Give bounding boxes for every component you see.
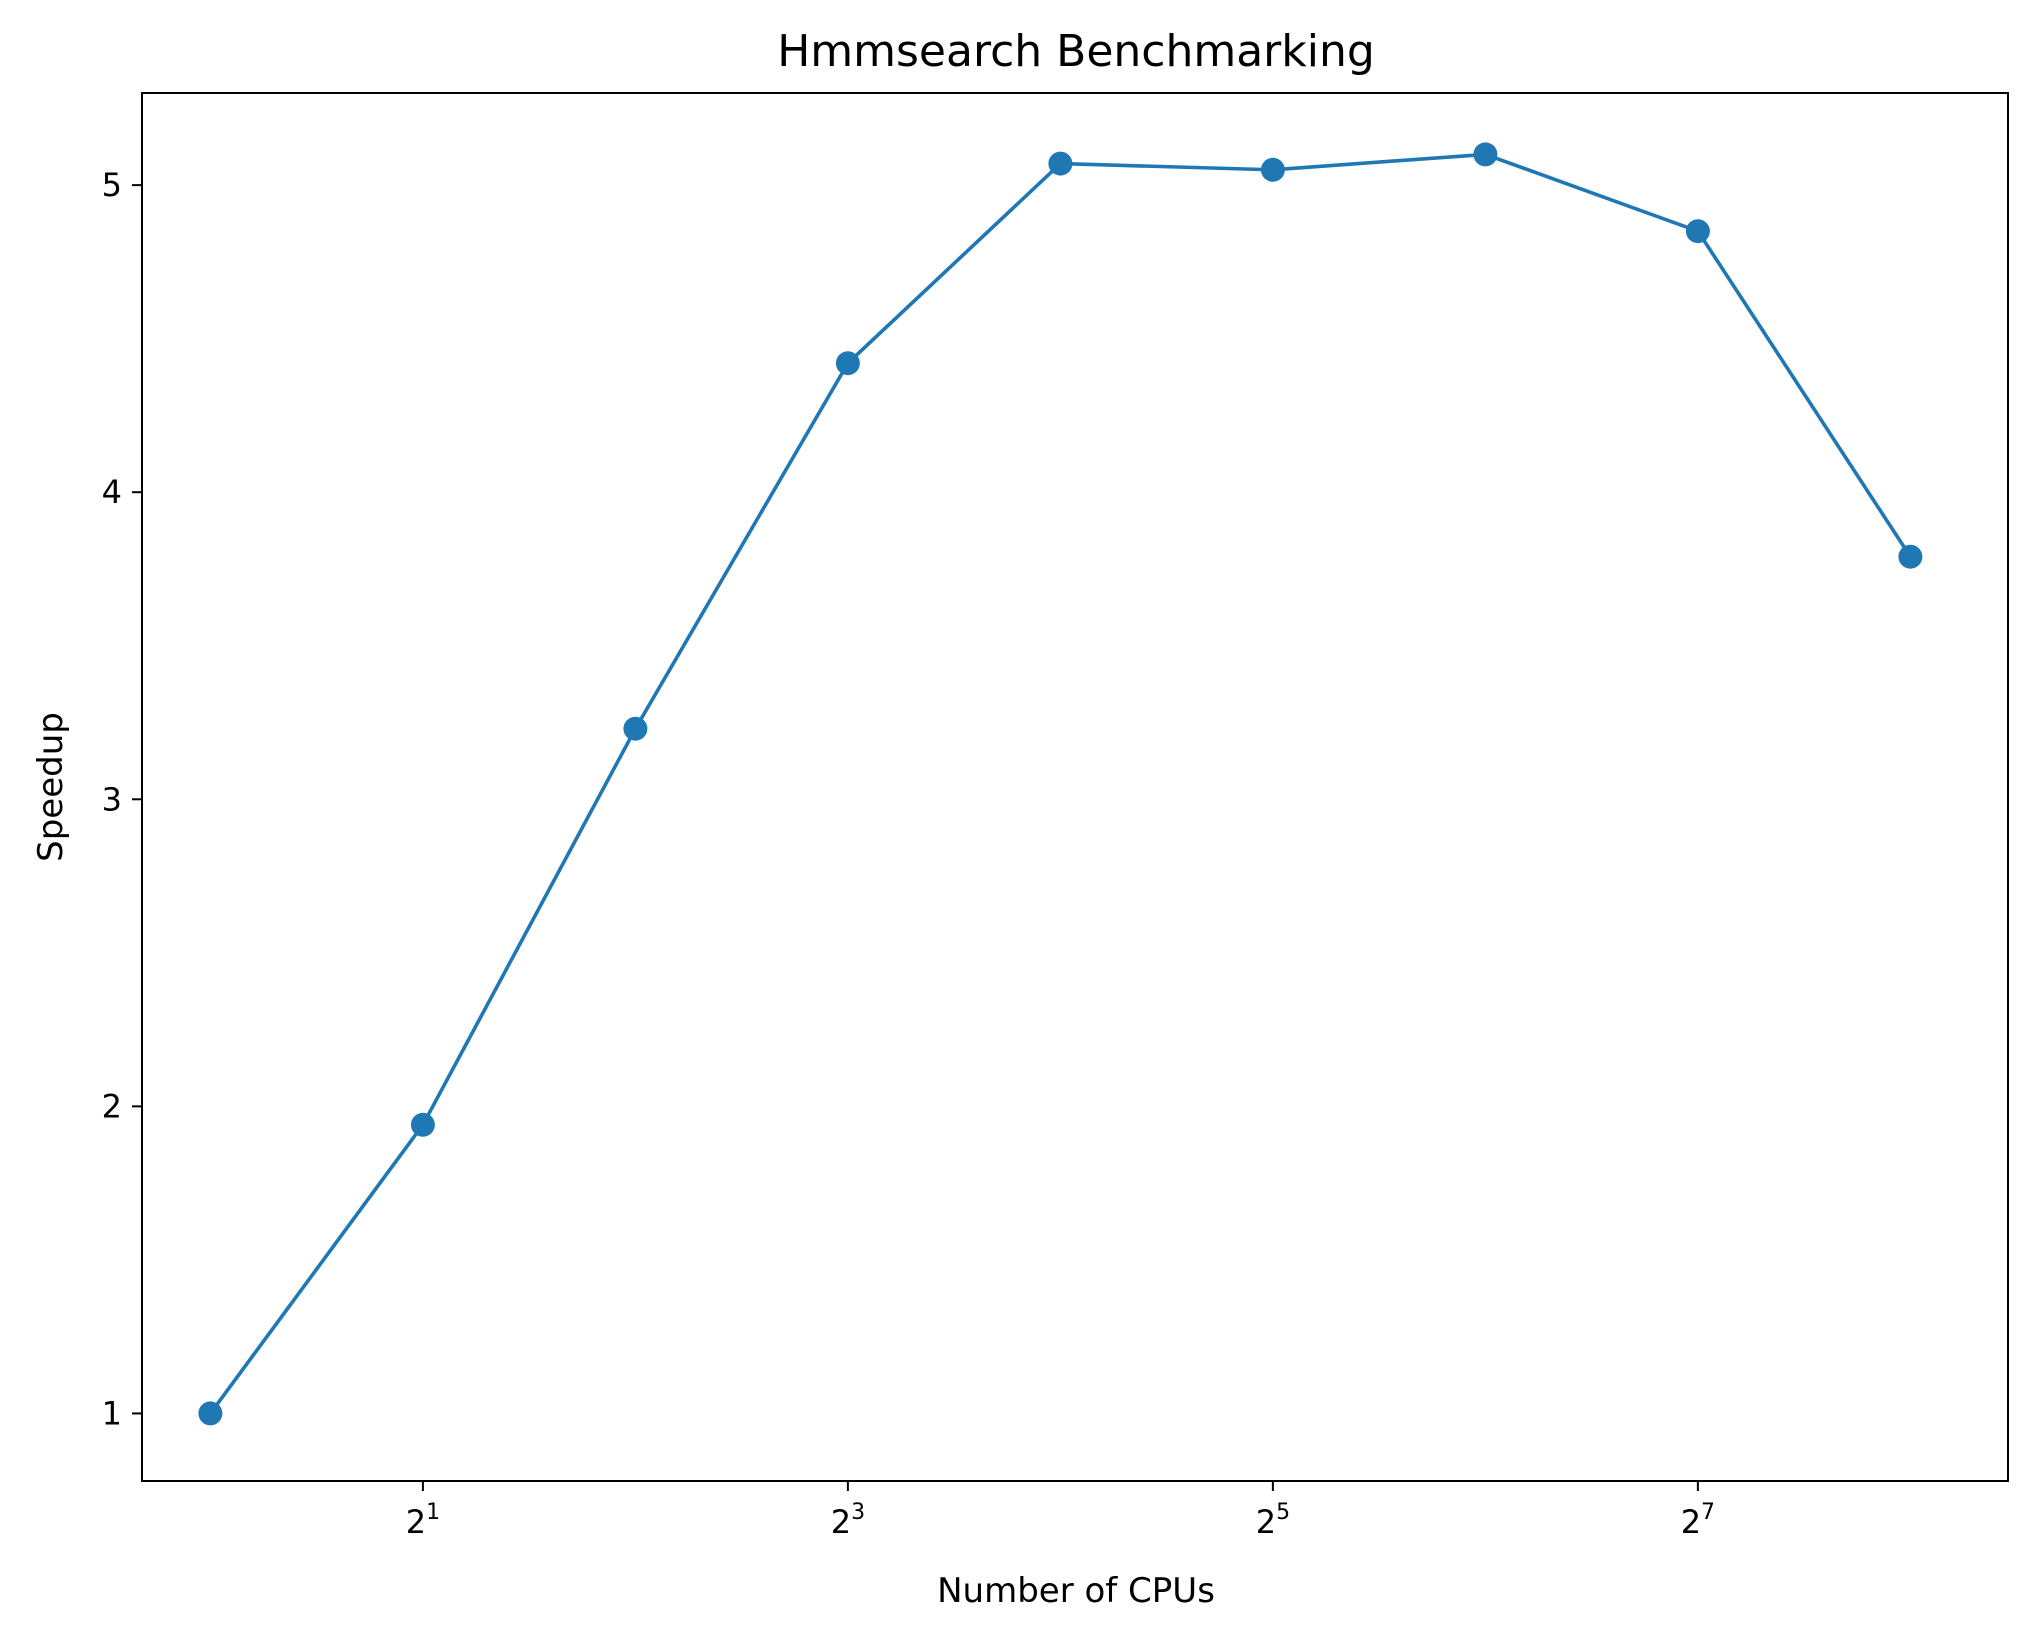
x-axis-label: Number of CPUs (937, 1571, 1215, 1611)
x-tick-base: 2 (831, 1503, 851, 1541)
x-tick-base: 2 (1256, 1503, 1276, 1541)
data-point (1260, 157, 1285, 182)
x-tick-label: 25 (1256, 1500, 1290, 1541)
data-point (1898, 544, 1923, 569)
x-axis-ticks: 21 23 25 27 (406, 1481, 1715, 1541)
y-tick-label: 4 (102, 473, 122, 511)
x-tick-label: 23 (831, 1500, 865, 1541)
x-tick-exponent: 1 (426, 1500, 440, 1525)
data-point (1473, 142, 1498, 167)
x-tick-label: 21 (406, 1500, 440, 1541)
x-tick-base: 2 (1681, 1503, 1701, 1541)
x-tick-exponent: 5 (1276, 1500, 1290, 1525)
data-point (1048, 151, 1073, 176)
data-point (1685, 219, 1710, 244)
series-line (208, 152, 1912, 1415)
x-tick-exponent: 7 (1701, 1500, 1715, 1525)
x-tick-label: 27 (1681, 1500, 1715, 1541)
x-tick-exponent: 3 (851, 1500, 865, 1525)
y-tick-label: 1 (102, 1394, 122, 1432)
y-tick-label: 2 (102, 1087, 122, 1125)
chart-title: Hmmsearch Benchmarking (777, 26, 1375, 77)
series-points (198, 142, 1923, 1426)
y-tick-label: 3 (102, 780, 122, 818)
data-point (410, 1112, 435, 1137)
data-point (198, 1401, 223, 1426)
data-point (835, 351, 860, 376)
y-axis-ticks: 1 2 3 4 5 (102, 166, 142, 1432)
data-point (623, 716, 648, 741)
y-tick-label: 5 (102, 166, 122, 204)
x-tick-base: 2 (406, 1503, 426, 1541)
y-axis-label: Speedup (31, 712, 71, 862)
plot-frame (141, 92, 2009, 1482)
